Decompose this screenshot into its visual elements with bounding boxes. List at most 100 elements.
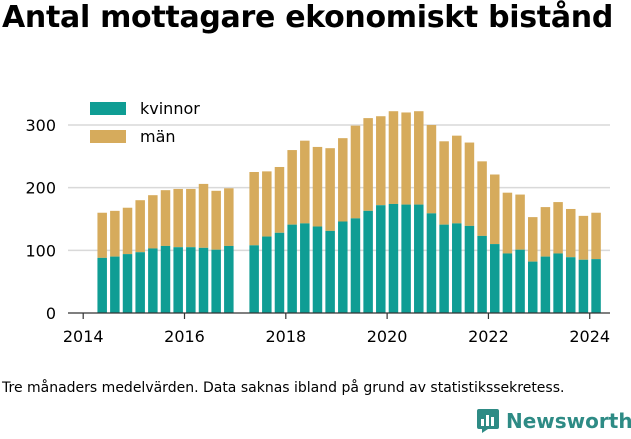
bar-man	[591, 212, 601, 260]
bar-kvinnor	[528, 261, 538, 313]
bar-man	[287, 150, 297, 225]
bar-kvinnor	[350, 218, 361, 313]
bar-man	[477, 161, 487, 236]
bar-kvinnor	[439, 224, 449, 313]
bar-kvinnor	[515, 249, 525, 313]
bar-kvinnor	[262, 236, 272, 313]
bar-kvinnor	[325, 230, 335, 313]
bar-kvinnor	[401, 204, 411, 313]
bar-kvinnor	[540, 256, 551, 313]
chart-title: Antal mottagare ekonomiskt bistånd	[2, 0, 614, 35]
axes: 0 100 200 300 2014 2016 2018 2020 2022 2024	[25, 116, 610, 346]
bar-man	[439, 141, 449, 225]
x-tick-label: 2020	[367, 327, 408, 346]
x-tick-label: 2018	[265, 327, 306, 346]
bar-kvinnor	[211, 249, 221, 313]
bar-kvinnor	[388, 203, 399, 313]
legend-label-kvinnor: kvinnor	[140, 99, 200, 118]
bar-man	[274, 166, 285, 233]
bar-man	[262, 171, 272, 237]
bar-man	[565, 208, 576, 258]
x-tick-label: 2016	[164, 327, 205, 346]
bar-man	[426, 125, 437, 214]
bar-kvinnor	[426, 213, 437, 313]
y-tick-label: 200	[25, 179, 56, 198]
bar-man	[414, 111, 424, 205]
bar-man	[110, 210, 120, 257]
bar-man	[338, 138, 348, 222]
chart: 0 100 200 300 2014 2016 2018 2020 2022 2024	[25, 111, 610, 346]
bar-man	[388, 111, 399, 204]
bar-man	[186, 188, 196, 248]
bar-man	[312, 146, 323, 227]
bar-man	[401, 112, 411, 205]
bar-kvinnor	[591, 259, 601, 313]
bar-kvinnor	[160, 245, 171, 313]
bar-man	[249, 172, 259, 246]
bar-kvinnor	[135, 252, 145, 313]
bar-man	[490, 174, 500, 245]
x-tick-label: 2014	[63, 327, 104, 346]
bar-man	[464, 142, 475, 226]
footnote: Tre månaders medelvärden. Data saknas ib…	[2, 380, 565, 396]
bar-man	[148, 195, 158, 249]
bar-kvinnor	[173, 247, 183, 313]
bar-kvinnor	[414, 204, 424, 313]
bar-kvinnor	[97, 257, 107, 313]
bar-kvinnor	[287, 224, 297, 313]
bar-man	[502, 192, 513, 254]
bar-man	[325, 148, 335, 231]
bar-man	[224, 188, 234, 246]
bar-kvinnor	[198, 247, 209, 313]
y-tick-label: 100	[25, 241, 56, 260]
bar-kvinnor	[274, 232, 285, 313]
bar-man	[160, 190, 171, 246]
bar-kvinnor	[110, 256, 120, 313]
bars	[97, 111, 601, 313]
bar-man	[350, 125, 361, 219]
y-tick-label: 300	[25, 116, 56, 135]
bar-kvinnor	[249, 245, 259, 313]
bar-kvinnor	[553, 253, 563, 313]
bar-man	[578, 215, 589, 260]
bar-kvinnor	[490, 244, 500, 313]
bar-kvinnor	[565, 257, 576, 313]
bar-man	[452, 135, 462, 224]
legend-item-man: män	[90, 127, 176, 146]
bar-man	[376, 116, 386, 206]
bar-man	[528, 217, 538, 262]
x-tick-label: 2024	[569, 327, 610, 346]
brand-name: Newsworthy	[506, 409, 631, 433]
x-tick-label: 2022	[468, 327, 509, 346]
y-tick-label: 0	[46, 304, 56, 323]
bar-man	[198, 183, 209, 248]
bar-kvinnor	[363, 210, 373, 313]
bar-kvinnor	[578, 259, 589, 313]
legend-swatch-man	[90, 130, 126, 143]
bar-man	[211, 190, 221, 250]
bar-kvinnor	[186, 247, 196, 313]
bar-man	[300, 140, 310, 224]
bar-man	[173, 188, 183, 248]
bar-kvinnor	[148, 248, 158, 313]
bar-kvinnor	[452, 223, 462, 313]
bar-kvinnor	[464, 225, 475, 313]
bar-kvinnor	[502, 253, 513, 313]
brand-logo: Newsworthy	[476, 408, 631, 434]
bar-kvinnor	[122, 254, 133, 313]
bar-man	[135, 200, 145, 253]
bar-chart-logo-icon	[477, 409, 499, 433]
bar-kvinnor	[477, 235, 487, 313]
bar-kvinnor	[300, 223, 310, 313]
bar-man	[363, 118, 373, 211]
legend-swatch-kvinnor	[90, 102, 126, 115]
bar-kvinnor	[224, 245, 234, 313]
bar-man	[553, 202, 563, 254]
bar-kvinnor	[312, 226, 323, 313]
bar-kvinnor	[338, 221, 348, 313]
legend-label-man: män	[140, 127, 176, 146]
bar-man	[97, 212, 107, 258]
legend-item-kvinnor: kvinnor	[90, 99, 200, 118]
bar-man	[122, 207, 133, 255]
bar-man	[515, 194, 525, 250]
